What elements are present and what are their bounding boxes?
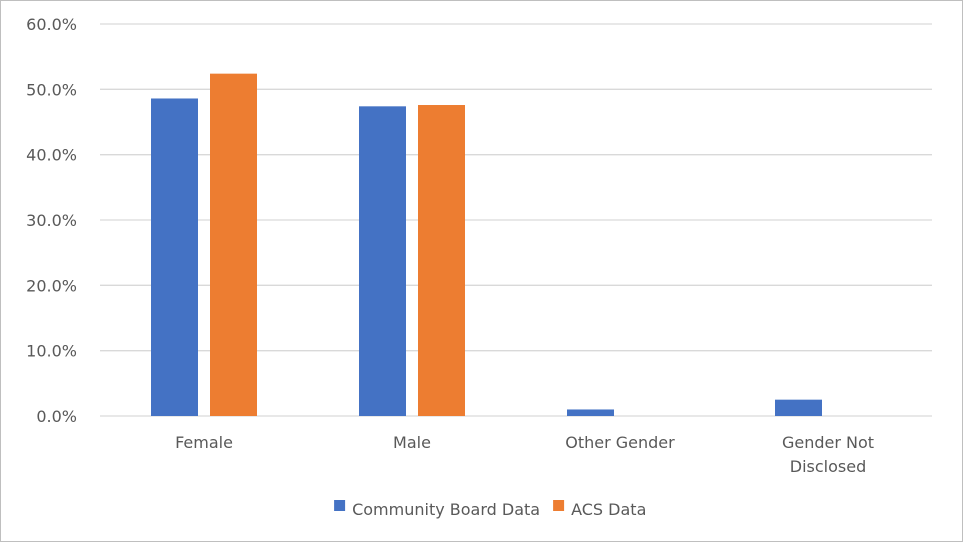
bars <box>151 73 822 417</box>
category-label: Gender Not Disclosed <box>782 433 874 476</box>
bar-acs <box>418 105 465 416</box>
legend: Community Board Data ACS Data <box>334 500 646 519</box>
y-axis-tick-labels: 0.0% 10.0% 20.0% 30.0% 40.0% 50.0% 60.0% <box>26 15 77 426</box>
bar-community-board <box>359 106 406 416</box>
legend-swatch <box>334 500 346 511</box>
bar-community-board <box>151 98 198 416</box>
y-tick-label: 20.0% <box>26 276 77 295</box>
y-tick-label: 40.0% <box>26 146 77 165</box>
category-label: Male <box>393 433 431 452</box>
y-tick-label: 30.0% <box>26 211 77 230</box>
bar-community-board <box>567 409 614 416</box>
bar-community-board <box>775 399 822 416</box>
legend-label: Community Board Data <box>352 500 540 519</box>
bar-acs <box>210 73 257 417</box>
y-tick-label: 50.0% <box>26 80 77 99</box>
category-label: Other Gender <box>565 433 675 452</box>
legend-label: ACS Data <box>571 500 646 519</box>
y-tick-label: 60.0% <box>26 15 77 34</box>
y-tick-label: 10.0% <box>26 342 77 361</box>
y-tick-label: 0.0% <box>36 407 77 426</box>
category-label: Female <box>175 433 233 452</box>
legend-swatch <box>553 500 565 511</box>
x-axis-category-labels: Female Male Other Gender Gender Not Disclose… <box>175 433 874 476</box>
